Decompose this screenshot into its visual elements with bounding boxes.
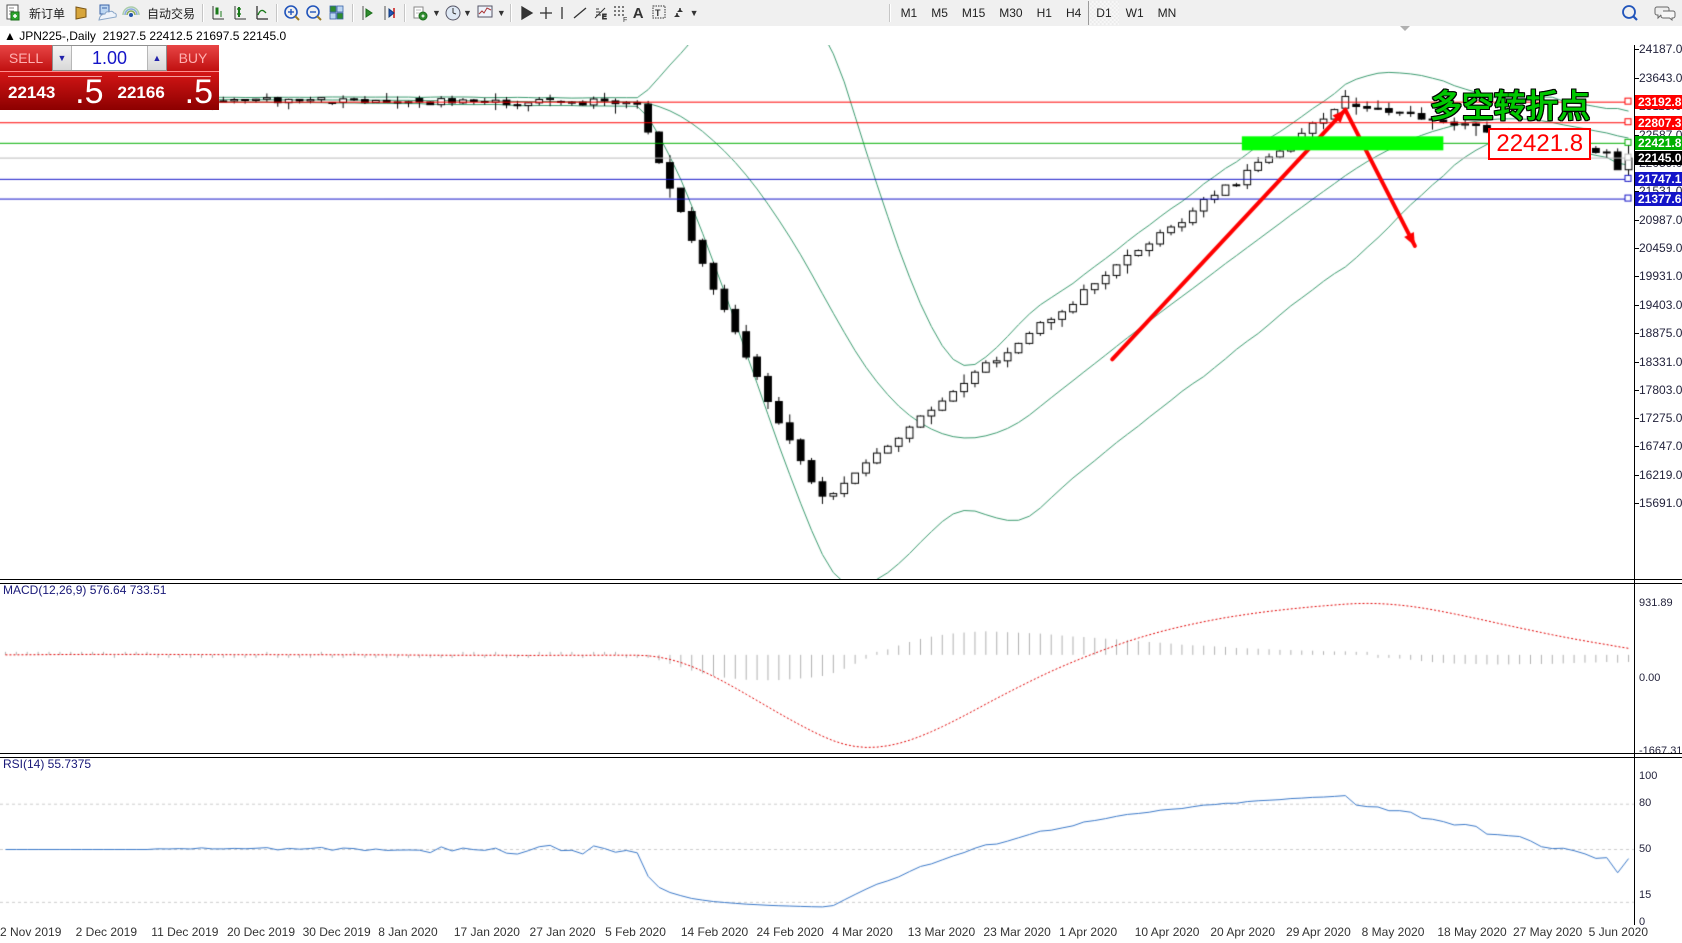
svg-text:F: F [623, 17, 627, 23]
svg-text:E: E [602, 14, 607, 21]
svg-text:T: T [655, 8, 661, 18]
